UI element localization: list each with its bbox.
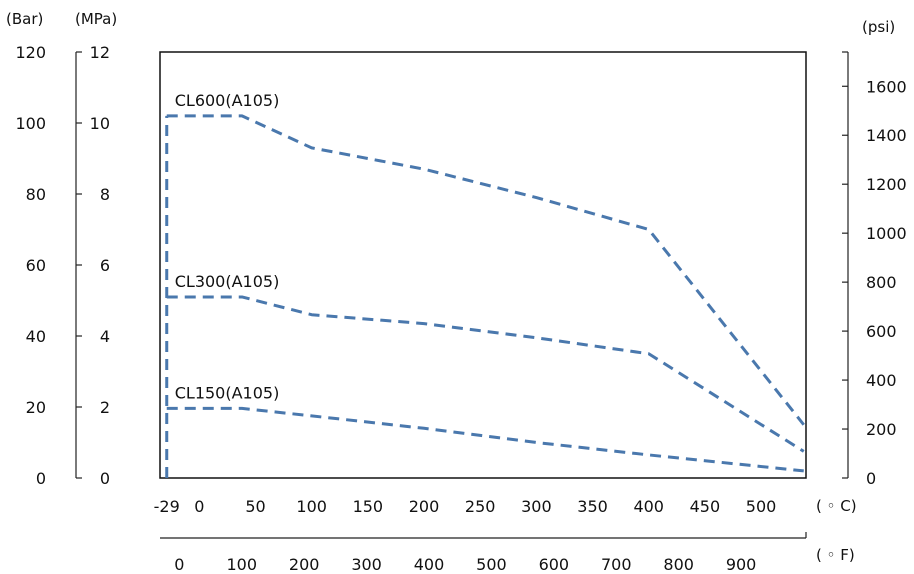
fahrenheit-tick-label: 800 [663, 555, 694, 574]
psi-tick-label: 600 [866, 322, 897, 341]
psi-unit-label: (psi) [862, 18, 895, 36]
celsius-tick-label: 300 [521, 497, 552, 516]
celsius-tick-label: -29 [154, 497, 180, 516]
series-label-3: CL150(A105) [175, 383, 280, 402]
celsius-tick-label: 150 [353, 497, 384, 516]
bar-tick-label: 120 [15, 43, 46, 62]
psi-tick-label: 1600 [866, 77, 907, 96]
axes-layer [75, 51, 849, 539]
series-line-3 [166, 406, 804, 473]
celsius-tick-label: 500 [746, 497, 777, 516]
mpa-tick-label: 2 [100, 398, 110, 417]
fahrenheit-tick-label: 500 [476, 555, 507, 574]
mpa-unit-label: (MPa) [75, 10, 117, 28]
labels-layer: (Bar) (MPa) (psi) ( ◦ C) ( ◦ F) 0 0 2 20 4 40 6 60 8 8… [6, 10, 907, 574]
mpa-tick-label: 12 [90, 43, 110, 62]
fahrenheit-tick-label: 100 [226, 555, 257, 574]
fahrenheit-tick-label: 200 [289, 555, 320, 574]
psi-tick-label: 1200 [866, 175, 907, 194]
psi-tick-label: 400 [866, 371, 897, 390]
fahrenheit-unit-label: ( ◦ F) [816, 546, 855, 564]
series-line-2 [166, 295, 805, 453]
celsius-tick-label: 50 [245, 497, 265, 516]
plot-frame [159, 51, 807, 479]
celsius-unit-label: ( ◦ C) [816, 497, 857, 515]
fahrenheit-tick-label: 600 [539, 555, 570, 574]
fahrenheit-tick-label: 400 [414, 555, 445, 574]
psi-tick-label: 800 [866, 273, 897, 292]
bar-unit-label: (Bar) [6, 10, 43, 28]
series-layer [165, 114, 805, 478]
bar-tick-label: 0 [36, 469, 46, 488]
celsius-tick-label: 250 [465, 497, 496, 516]
bar-tick-label: 100 [15, 114, 46, 133]
mpa-tick-label: 6 [100, 256, 110, 275]
celsius-tick-label: 450 [690, 497, 721, 516]
fahrenheit-tick-label: 700 [601, 555, 632, 574]
mpa-tick-label: 8 [100, 185, 110, 204]
series-line-1 [166, 114, 805, 426]
psi-tick-label: 200 [866, 420, 897, 439]
fahrenheit-tick-label: 900 [726, 555, 757, 574]
bar-tick-label: 80 [26, 185, 46, 204]
psi-tick-label: 0 [866, 469, 876, 488]
celsius-tick-label: 100 [296, 497, 327, 516]
fahrenheit-tick-label: 0 [174, 555, 184, 574]
series-label-2: CL300(A105) [175, 272, 280, 291]
psi-tick-label: 1400 [866, 126, 907, 145]
celsius-tick-label: 400 [633, 497, 664, 516]
bar-tick-label: 40 [26, 327, 46, 346]
fahrenheit-tick-label: 300 [351, 555, 382, 574]
mpa-tick-label: 4 [100, 327, 110, 346]
mpa-tick-label: 10 [90, 114, 110, 133]
bar-tick-label: 20 [26, 398, 46, 417]
celsius-tick-label: 0 [194, 497, 204, 516]
celsius-tick-label: 200 [409, 497, 440, 516]
bar-tick-label: 60 [26, 256, 46, 275]
psi-tick-label: 1000 [866, 224, 907, 243]
celsius-tick-label: 350 [577, 497, 608, 516]
series-label-1: CL600(A105) [175, 91, 280, 110]
mpa-tick-label: 0 [100, 469, 110, 488]
